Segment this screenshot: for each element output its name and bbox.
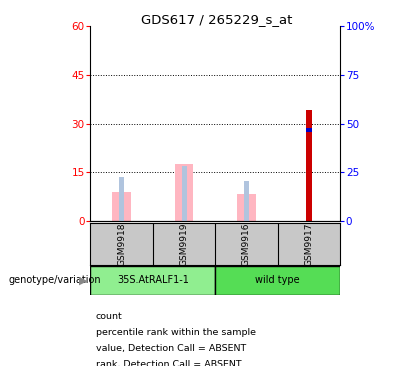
Text: wild type: wild type: [255, 275, 300, 285]
Text: 35S.AtRALF1-1: 35S.AtRALF1-1: [117, 275, 189, 285]
Text: GSM9918: GSM9918: [117, 223, 126, 266]
Text: GDS617 / 265229_s_at: GDS617 / 265229_s_at: [141, 13, 292, 26]
Text: GSM9916: GSM9916: [242, 223, 251, 266]
Bar: [181, 166, 186, 221]
Text: percentile rank within the sample: percentile rank within the sample: [96, 328, 256, 337]
Text: GSM9917: GSM9917: [304, 223, 313, 266]
Text: value, Detection Call = ABSENT: value, Detection Call = ABSENT: [96, 344, 246, 353]
Bar: [90, 266, 215, 295]
Text: count: count: [96, 313, 122, 321]
Text: rank, Detection Call = ABSENT: rank, Detection Call = ABSENT: [96, 360, 241, 366]
Bar: [119, 178, 124, 221]
Bar: [237, 194, 256, 221]
Text: GSM9919: GSM9919: [179, 223, 189, 266]
Bar: [112, 192, 131, 221]
Bar: [306, 128, 312, 132]
Bar: [306, 111, 312, 221]
Bar: [175, 164, 193, 221]
Text: ▶: ▶: [79, 275, 87, 285]
Bar: [244, 181, 249, 221]
Text: genotype/variation: genotype/variation: [8, 275, 101, 285]
Bar: [215, 266, 340, 295]
